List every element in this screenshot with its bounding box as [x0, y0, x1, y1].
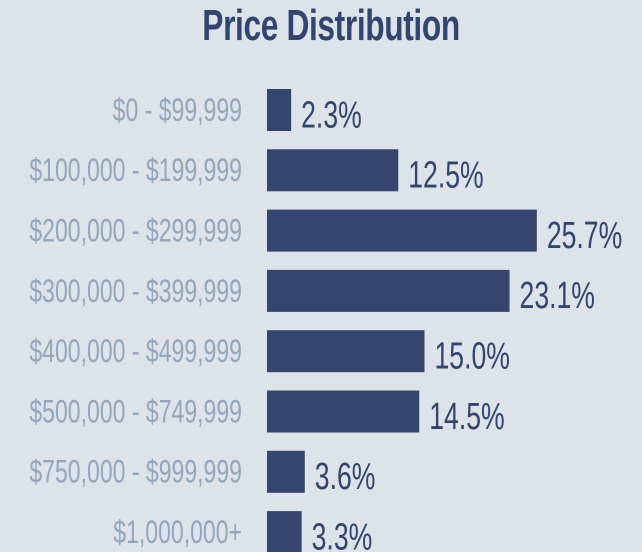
bar — [267, 330, 425, 373]
value-label: 12.5% — [408, 153, 483, 196]
value-label: 23.1% — [520, 273, 595, 316]
value-label: 3.3% — [312, 515, 373, 552]
bar — [267, 89, 292, 131]
bar — [267, 511, 302, 552]
category-label: $300,000 - $399,999 — [29, 273, 242, 309]
category-label: $500,000 - $749,999 — [29, 394, 242, 430]
value-label: 2.3% — [301, 93, 362, 136]
bar — [267, 149, 399, 192]
category-label: $0 - $99,999 — [113, 92, 242, 128]
value-label: 25.7% — [547, 213, 622, 256]
category-label: $200,000 - $299,999 — [29, 213, 242, 249]
value-label: 3.6% — [315, 454, 376, 497]
bar — [267, 390, 420, 433]
category-label: $400,000 - $499,999 — [29, 333, 242, 369]
category-label: $1,000,000+ — [113, 514, 242, 550]
bar — [267, 209, 537, 252]
category-label: $750,000 - $999,999 — [29, 454, 242, 490]
bar — [267, 269, 510, 312]
value-label: 14.5% — [429, 394, 504, 437]
value-label: 15.0% — [435, 334, 510, 377]
category-label: $100,000 - $199,999 — [29, 153, 242, 189]
chart-title: Price Distribution — [202, 1, 460, 50]
bar — [267, 450, 305, 493]
